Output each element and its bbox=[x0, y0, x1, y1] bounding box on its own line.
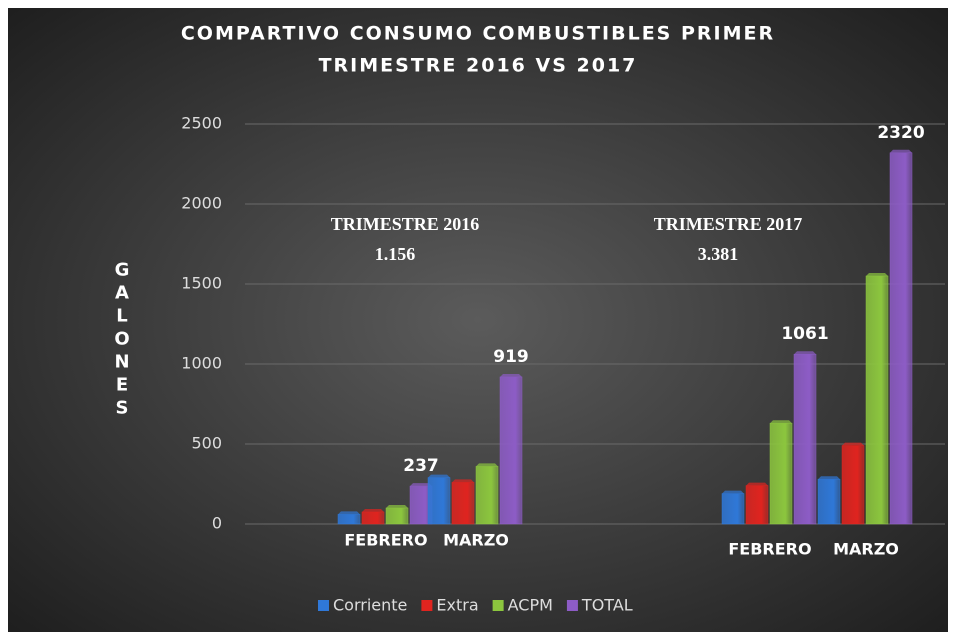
bar bbox=[889, 152, 913, 525]
bar bbox=[865, 275, 889, 525]
bar-top bbox=[338, 511, 360, 515]
data-label: 237 bbox=[403, 456, 439, 476]
data-label: 919 bbox=[493, 347, 529, 367]
bar-top bbox=[410, 483, 432, 487]
bar-top bbox=[476, 463, 498, 467]
legend-label: Corriente bbox=[333, 596, 407, 615]
bar bbox=[427, 477, 451, 525]
bar bbox=[451, 482, 475, 525]
bar-top bbox=[770, 420, 792, 424]
bar bbox=[817, 478, 841, 525]
y-tick-label: 2000 bbox=[181, 194, 222, 213]
bar-top bbox=[890, 149, 912, 153]
x-tick-label: FEBRERO bbox=[728, 540, 811, 559]
legend-swatch bbox=[318, 600, 329, 611]
bar bbox=[361, 511, 385, 525]
bar-top bbox=[428, 474, 450, 478]
annotation: 1.156 bbox=[375, 244, 416, 264]
chart-background bbox=[8, 8, 948, 632]
legend-label: Extra bbox=[436, 596, 478, 615]
bar bbox=[769, 422, 793, 525]
legend-swatch bbox=[566, 600, 578, 611]
data-label: 2320 bbox=[877, 123, 924, 143]
annotation: TRIMESTRE 2017 bbox=[654, 214, 803, 234]
bar bbox=[475, 466, 499, 525]
bar bbox=[385, 507, 409, 525]
chart-title: TRIMESTRE 2016 VS 2017 bbox=[319, 55, 638, 77]
y-tick-label: 500 bbox=[191, 434, 222, 453]
annotation: 3.381 bbox=[698, 244, 739, 264]
bar bbox=[841, 445, 865, 525]
y-axis-label: GALONES bbox=[112, 260, 133, 421]
bar bbox=[745, 485, 769, 525]
bar-top bbox=[452, 479, 474, 483]
legend-label: ACPM bbox=[508, 596, 553, 615]
bar-top bbox=[842, 442, 864, 446]
bar bbox=[721, 493, 745, 525]
x-tick-label: MARZO bbox=[443, 531, 509, 550]
bar-top bbox=[722, 490, 744, 494]
y-tick-label: 1500 bbox=[181, 274, 222, 293]
bar bbox=[499, 376, 523, 525]
bar bbox=[337, 514, 361, 525]
bar-top bbox=[746, 482, 768, 486]
x-tick-label: MARZO bbox=[833, 540, 899, 559]
chart-title: COMPARTIVO CONSUMO COMBUSTIBLES PRIMER bbox=[181, 23, 775, 45]
bar-top bbox=[818, 476, 840, 480]
bar-top bbox=[794, 351, 816, 355]
bar-top bbox=[386, 505, 408, 508]
x-tick-label: FEBRERO bbox=[344, 531, 427, 550]
legend-swatch bbox=[492, 600, 504, 611]
legend-swatch bbox=[421, 600, 433, 611]
bar bbox=[793, 353, 817, 525]
data-label: 1061 bbox=[781, 324, 828, 344]
y-tick-label: 2500 bbox=[181, 114, 222, 133]
bar-top bbox=[362, 509, 384, 512]
annotation: TRIMESTRE 2016 bbox=[331, 214, 480, 234]
bar-top bbox=[500, 373, 522, 377]
y-tick-label: 1000 bbox=[181, 354, 222, 373]
legend-label: TOTAL bbox=[581, 596, 633, 615]
y-tick-label: 0 bbox=[212, 514, 222, 533]
bar-top bbox=[866, 273, 888, 276]
